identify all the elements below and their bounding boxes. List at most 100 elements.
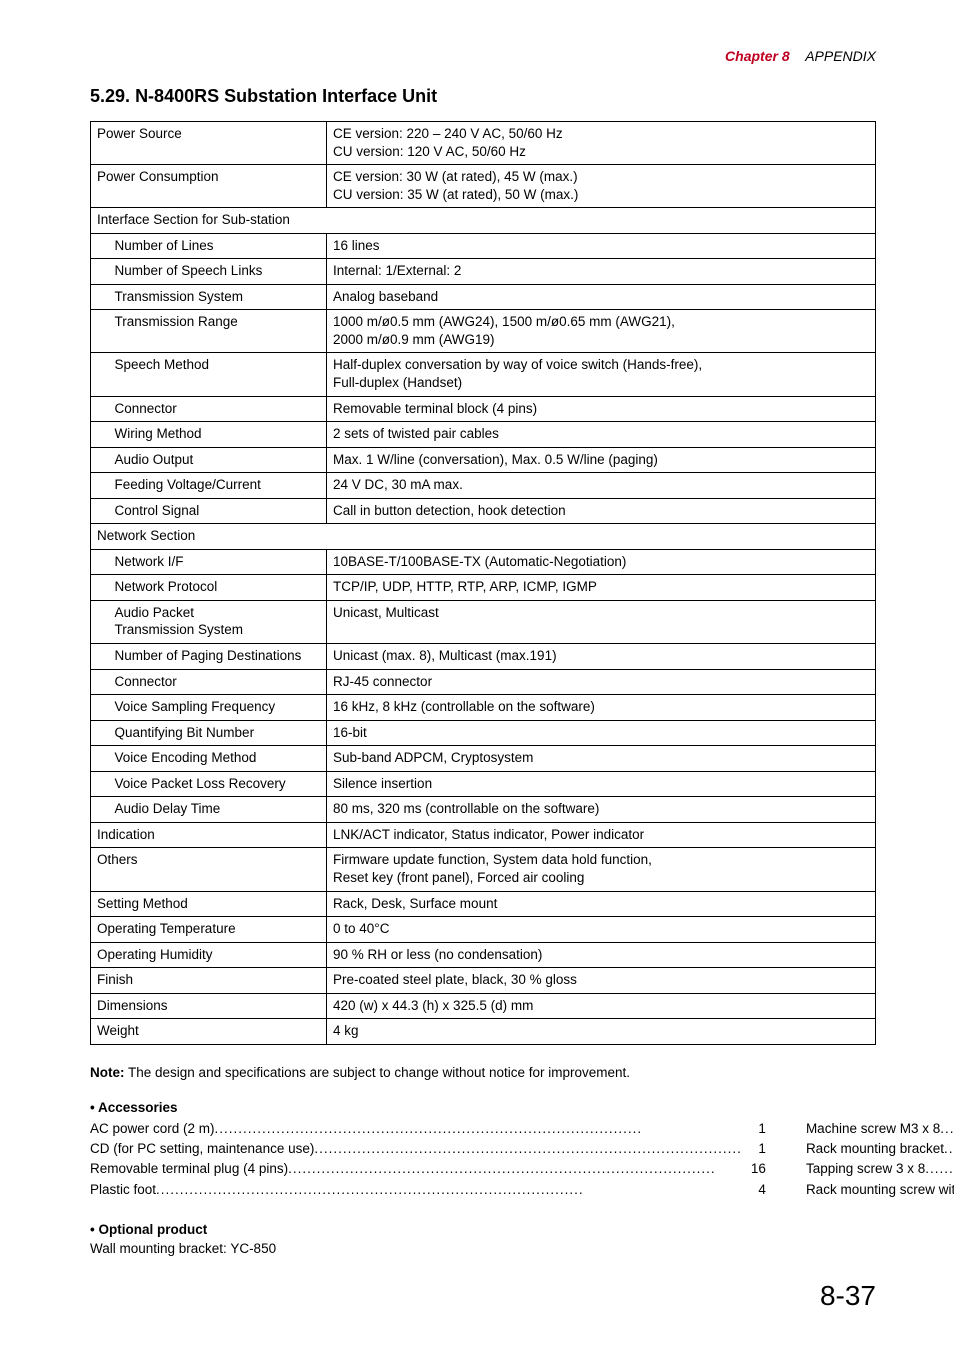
table-row: Voice Packet Loss RecoverySilence insert… [91, 771, 876, 797]
list-item: Rack mounting screw with plain washer 4 [806, 1180, 954, 1200]
list-item-text: CD (for PC setting, maintenance use) [90, 1139, 314, 1159]
list-item: CD (for PC setting, maintenance use) 1 [90, 1139, 766, 1159]
table-row: Weight4 kg [91, 1019, 876, 1045]
accessories-left-col: AC power cord (2 m) 1CD (for PC setting,… [90, 1119, 766, 1200]
label-cell: Voice Packet Loss Recovery [109, 771, 327, 797]
optional-text: Wall mounting bracket: YC-850 [90, 1241, 876, 1256]
list-item-number: 1 [742, 1139, 766, 1159]
dot-leader [925, 1159, 954, 1179]
note-label: Note: [90, 1065, 125, 1080]
note-text: The design and specifications are subjec… [128, 1065, 630, 1080]
table-row: ConnectorRJ-45 connector [91, 669, 876, 695]
indent-cell [91, 447, 109, 473]
list-item-number: 16 [742, 1159, 766, 1179]
label-cell: Audio PacketTransmission System [109, 600, 327, 643]
table-row: Transmission Range1000 m/ø0.5 mm (AWG24)… [91, 310, 876, 353]
indent-cell [91, 498, 109, 524]
table-row: Interface Section for Sub-station [91, 208, 876, 234]
list-item-number: 4 [742, 1180, 766, 1200]
indent-cell [91, 549, 109, 575]
dot-leader [215, 1119, 742, 1139]
label-cell: Network Protocol [109, 575, 327, 601]
value-cell: Unicast, Multicast [327, 600, 876, 643]
value-cell: Removable terminal block (4 pins) [327, 396, 876, 422]
label-cell: Voice Sampling Frequency [109, 695, 327, 721]
spec-table: Power SourceCE version: 220 – 240 V AC, … [90, 121, 876, 1045]
value-cell: Silence insertion [327, 771, 876, 797]
label-cell: Connector [109, 396, 327, 422]
label-cell: Feeding Voltage/Current [109, 473, 327, 499]
indent-cell [91, 746, 109, 772]
value-cell: CE version: 30 W (at rated), 45 W (max.)… [327, 165, 876, 208]
list-item-number: 1 [742, 1119, 766, 1139]
table-row: Network Section [91, 524, 876, 550]
label-cell: Voice Encoding Method [109, 746, 327, 772]
label-cell: Dimensions [91, 993, 327, 1019]
dot-leader [314, 1139, 742, 1159]
indent-cell [91, 771, 109, 797]
table-row: Network ProtocolTCP/IP, UDP, HTTP, RTP, … [91, 575, 876, 601]
value-cell: 24 V DC, 30 mA max. [327, 473, 876, 499]
value-cell: TCP/IP, UDP, HTTP, RTP, ARP, ICMP, IGMP [327, 575, 876, 601]
table-row: Number of Speech LinksInternal: 1/Extern… [91, 259, 876, 285]
value-cell: Firmware update function, System data ho… [327, 848, 876, 891]
accessories-lists: AC power cord (2 m) 1CD (for PC setting,… [90, 1119, 876, 1200]
table-row: Control SignalCall in button detection, … [91, 498, 876, 524]
chapter-title: APPENDIX [805, 48, 876, 64]
section-header-cell: Interface Section for Sub-station [91, 208, 876, 234]
table-row: Setting MethodRack, Desk, Surface mount [91, 891, 876, 917]
indent-cell [91, 353, 109, 396]
dot-leader [288, 1159, 742, 1179]
section-header-cell: Network Section [91, 524, 876, 550]
list-item: AC power cord (2 m) 1 [90, 1119, 766, 1139]
label-cell: Others [91, 848, 327, 891]
table-row: Feeding Voltage/Current24 V DC, 30 mA ma… [91, 473, 876, 499]
indent-cell [91, 669, 109, 695]
section-number: 5.29. [90, 86, 130, 106]
dot-leader [944, 1139, 954, 1159]
label-cell: Transmission System [109, 284, 327, 310]
value-cell: Analog baseband [327, 284, 876, 310]
table-row: Dimensions420 (w) x 44.3 (h) x 325.5 (d)… [91, 993, 876, 1019]
table-row: Transmission SystemAnalog baseband [91, 284, 876, 310]
table-row: Network I/F10BASE-T/100BASE-TX (Automati… [91, 549, 876, 575]
label-cell: Number of Speech Links [109, 259, 327, 285]
label-cell: Number of Paging Destinations [109, 644, 327, 670]
value-cell: Unicast (max. 8), Multicast (max.191) [327, 644, 876, 670]
label-cell: Wiring Method [109, 422, 327, 448]
table-row: Audio Delay Time80 ms, 320 ms (controlla… [91, 797, 876, 823]
chapter-gap [794, 48, 802, 64]
table-row: Voice Encoding MethodSub-band ADPCM, Cry… [91, 746, 876, 772]
table-row: Operating Temperature0 to 40°C [91, 917, 876, 943]
list-item-text: AC power cord (2 m) [90, 1119, 215, 1139]
value-cell: 16-bit [327, 720, 876, 746]
label-cell: Control Signal [109, 498, 327, 524]
accessories-right-col: Machine screw M3 x 8 4Rack mounting brac… [806, 1119, 954, 1200]
label-cell: Setting Method [91, 891, 327, 917]
value-cell: 2 sets of twisted pair cables [327, 422, 876, 448]
table-row: Audio OutputMax. 1 W/line (conversation)… [91, 447, 876, 473]
label-cell: Network I/F [109, 549, 327, 575]
table-row: Speech MethodHalf-duplex conversation by… [91, 353, 876, 396]
table-row: Voice Sampling Frequency16 kHz, 8 kHz (c… [91, 695, 876, 721]
label-cell: Power Consumption [91, 165, 327, 208]
list-item-text: Tapping screw 3 x 8 [806, 1159, 925, 1179]
indent-cell [91, 695, 109, 721]
section-title: 5.29. N-8400RS Substation Interface Unit [90, 86, 876, 107]
value-cell: 10BASE-T/100BASE-TX (Automatic-Negotiati… [327, 549, 876, 575]
value-cell: CE version: 220 – 240 V AC, 50/60 HzCU v… [327, 122, 876, 165]
value-cell: 90 % RH or less (no condensation) [327, 942, 876, 968]
indent-cell [91, 600, 109, 643]
value-cell: 1000 m/ø0.5 mm (AWG24), 1500 m/ø0.65 mm … [327, 310, 876, 353]
label-cell: Power Source [91, 122, 327, 165]
label-cell: Operating Temperature [91, 917, 327, 943]
list-item-text: Plastic foot [90, 1180, 156, 1200]
value-cell: 0 to 40°C [327, 917, 876, 943]
table-row: IndicationLNK/ACT indicator, Status indi… [91, 822, 876, 848]
value-cell: 4 kg [327, 1019, 876, 1045]
indent-cell [91, 284, 109, 310]
list-item-text: Rack mounting screw with plain washer [806, 1180, 954, 1200]
table-row: Audio PacketTransmission SystemUnicast, … [91, 600, 876, 643]
indent-cell [91, 310, 109, 353]
table-row: Wiring Method2 sets of twisted pair cabl… [91, 422, 876, 448]
